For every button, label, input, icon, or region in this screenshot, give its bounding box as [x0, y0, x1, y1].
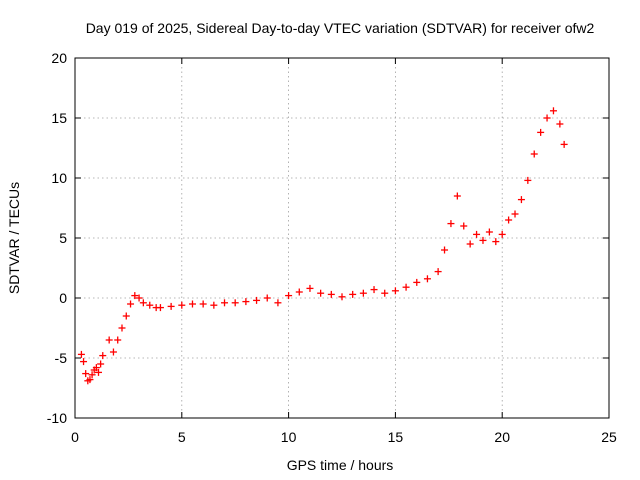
- data-point: [88, 371, 96, 379]
- data-point: [199, 300, 207, 308]
- y-tick-label: 15: [51, 110, 67, 126]
- data-point: [338, 293, 346, 301]
- data-point: [479, 236, 487, 244]
- x-tick-label: 25: [601, 429, 617, 445]
- data-point: [139, 299, 147, 307]
- x-tick-label: 15: [388, 429, 404, 445]
- x-tick-label: 0: [71, 429, 79, 445]
- y-tick-label: 10: [51, 170, 67, 186]
- data-point: [306, 284, 314, 292]
- data-point: [543, 114, 551, 122]
- chart-title: Day 019 of 2025, Sidereal Day-to-day VTE…: [86, 20, 595, 36]
- data-point: [135, 294, 143, 302]
- data-point: [99, 352, 107, 360]
- data-series-sdtvar: [77, 107, 568, 385]
- data-point: [460, 222, 468, 230]
- data-point: [447, 220, 455, 228]
- data-point: [492, 238, 500, 246]
- data-point: [511, 210, 519, 218]
- data-point: [188, 300, 196, 308]
- data-point: [485, 228, 493, 236]
- data-point: [413, 278, 421, 286]
- data-point: [556, 120, 564, 128]
- data-point: [167, 302, 175, 310]
- data-point: [82, 370, 90, 378]
- data-point: [156, 304, 164, 312]
- data-point: [285, 292, 293, 300]
- data-point: [94, 368, 102, 376]
- x-tick-labels: 0 5 10 15 20 25: [71, 429, 617, 445]
- data-point: [80, 358, 88, 366]
- data-point: [327, 290, 335, 298]
- data-point: [423, 275, 431, 283]
- data-point: [498, 230, 506, 238]
- x-tick-label: 10: [281, 429, 297, 445]
- data-point: [97, 360, 105, 368]
- data-point: [178, 301, 186, 309]
- data-point: [560, 140, 568, 148]
- data-point: [231, 299, 239, 307]
- y-tick-labels: -10 -5 0 5 10 15 20: [47, 50, 67, 426]
- x-axis-label: GPS time / hours: [287, 457, 394, 473]
- data-point: [517, 196, 525, 204]
- data-point: [210, 301, 218, 309]
- data-point: [317, 289, 325, 297]
- data-point: [453, 192, 461, 200]
- data-point: [441, 246, 449, 254]
- x-tick-label: 20: [494, 429, 510, 445]
- data-point: [537, 128, 545, 136]
- data-point: [86, 376, 94, 384]
- data-point: [92, 364, 100, 372]
- data-point: [370, 286, 378, 294]
- data-point: [114, 336, 122, 344]
- data-point: [253, 296, 261, 304]
- data-point: [473, 230, 481, 238]
- plot-frame: [74, 57, 610, 419]
- data-point: [146, 301, 154, 309]
- y-tick-label: 0: [59, 290, 67, 306]
- data-point: [530, 150, 538, 158]
- y-tick-label: 20: [51, 50, 67, 66]
- data-point: [221, 299, 229, 307]
- y-tick-label: -5: [55, 350, 68, 366]
- x-tick-label: 5: [178, 429, 186, 445]
- y-tick-label: -10: [47, 410, 67, 426]
- data-point: [524, 176, 532, 184]
- data-point: [359, 289, 367, 297]
- data-point: [549, 107, 557, 115]
- data-point: [127, 300, 135, 308]
- data-point: [131, 292, 139, 300]
- data-point: [295, 288, 303, 296]
- data-point: [274, 299, 282, 307]
- data-point: [77, 350, 85, 358]
- data-point: [381, 289, 389, 297]
- y-tick-label: 5: [59, 230, 67, 246]
- data-point: [466, 240, 474, 248]
- data-point: [263, 294, 271, 302]
- data-point: [122, 312, 130, 320]
- grid: [75, 58, 609, 418]
- data-point: [109, 348, 117, 356]
- data-point: [391, 287, 399, 295]
- data-point: [434, 268, 442, 276]
- data-point: [505, 216, 513, 224]
- data-point: [118, 324, 126, 332]
- data-point: [402, 283, 410, 291]
- data-point: [105, 336, 113, 344]
- data-point: [242, 298, 250, 306]
- y-axis-label: SDTVAR / TECUs: [6, 182, 22, 294]
- data-point: [349, 290, 357, 298]
